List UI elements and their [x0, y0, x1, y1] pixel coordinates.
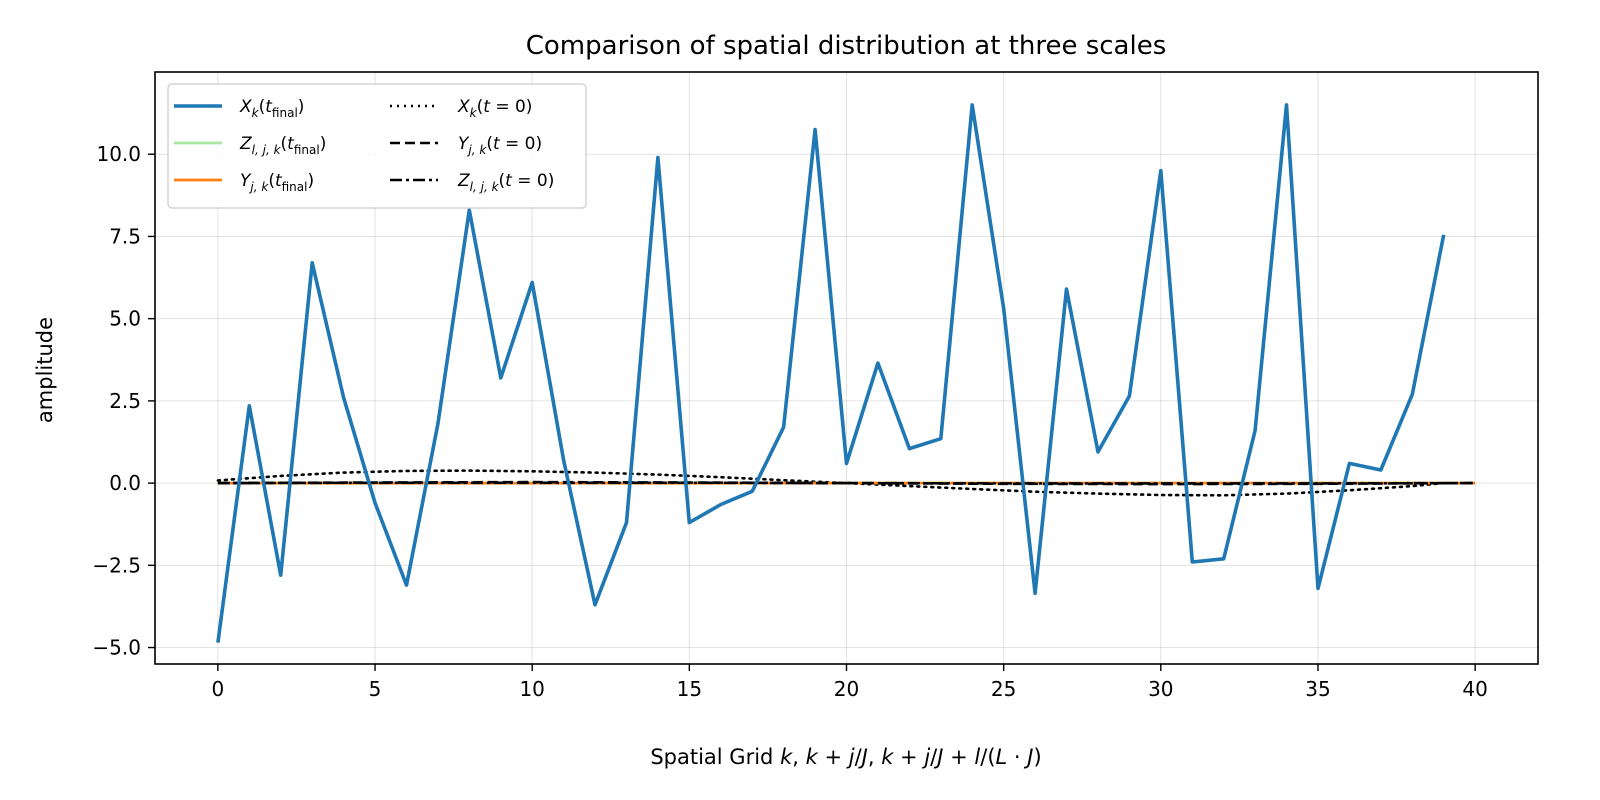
- chart-title: Comparison of spatial distribution at th…: [526, 31, 1167, 61]
- legend-label-xk-final: Xk(tfinal): [239, 97, 304, 120]
- legend-label-yjk-final: Yj, k(tfinal): [240, 171, 314, 194]
- legend-box: [167, 83, 587, 209]
- x-tick-label: 30: [1148, 677, 1173, 701]
- legend-label-zljk-final: Zl, j, k(tfinal): [239, 134, 326, 157]
- x-tick-label: 10: [519, 677, 544, 701]
- x-tick-label: 35: [1305, 677, 1330, 701]
- series-line-xk-final: [216, 103, 1446, 643]
- y-tick-label: 2.5: [109, 389, 141, 413]
- y-tick-label: 10.0: [96, 142, 141, 166]
- y-axis-label: amplitude: [33, 317, 57, 423]
- x-tick-label: 5: [369, 677, 382, 701]
- y-tick-label: −5.0: [92, 636, 141, 660]
- axis-ticks: 0 5 10 15 20 25 30 35 40 −5.0 −2.5 0.0 2.5 5.0 7.5 10.0: [92, 142, 1487, 701]
- x-tick-label: 15: [677, 677, 702, 701]
- legend-entries: [174, 104, 438, 182]
- legend-label-yjk-t0: Yj, k(t = 0): [458, 134, 542, 157]
- y-tick-label: −2.5: [92, 553, 141, 577]
- x-tick-label: 0: [211, 677, 224, 701]
- x-tick-label: 40: [1462, 677, 1487, 701]
- series-lines: [216, 103, 1476, 643]
- legend: Xk(tfinal) Zl, j, k(tfinal) Yj, k(tfinal…: [167, 83, 587, 209]
- y-tick-label: 0.0: [109, 471, 141, 495]
- x-axis-label: Spatial Grid k, k + j/J, k + j/J + l/(L …: [650, 745, 1041, 769]
- x-tick-label: 20: [834, 677, 859, 701]
- series-line-zljk-t0: [217, 481, 1476, 485]
- y-tick-label: 5.0: [109, 307, 141, 331]
- legend-label-zljk-t0: Zl, j, k(t = 0): [457, 171, 554, 194]
- y-tick-label: 7.5: [109, 224, 141, 248]
- legend-label-xk-t0: Xk(t = 0): [457, 97, 532, 120]
- x-tick-label: 25: [991, 677, 1016, 701]
